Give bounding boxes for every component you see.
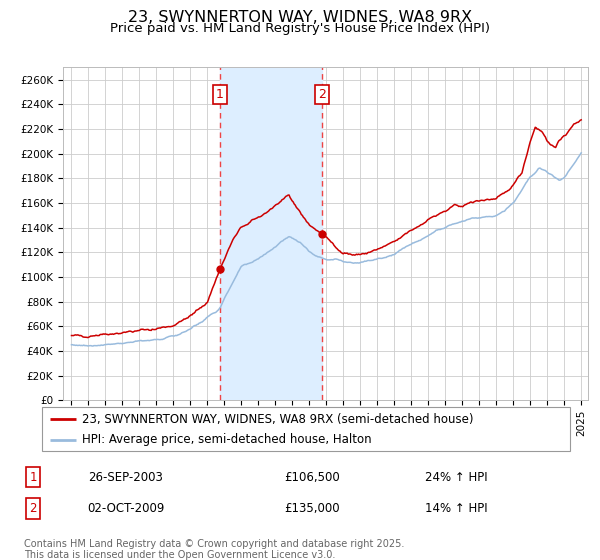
Text: Price paid vs. HM Land Registry's House Price Index (HPI): Price paid vs. HM Land Registry's House …	[110, 22, 490, 35]
Text: HPI: Average price, semi-detached house, Halton: HPI: Average price, semi-detached house,…	[82, 433, 371, 446]
Text: 23, SWYNNERTON WAY, WIDNES, WA8 9RX: 23, SWYNNERTON WAY, WIDNES, WA8 9RX	[128, 10, 472, 25]
Text: 2: 2	[29, 502, 37, 515]
Text: 2: 2	[318, 88, 326, 101]
Text: £135,000: £135,000	[284, 502, 340, 515]
Text: 1: 1	[29, 470, 37, 484]
Text: 24% ↑ HPI: 24% ↑ HPI	[425, 470, 487, 484]
Text: £106,500: £106,500	[284, 470, 340, 484]
Text: 14% ↑ HPI: 14% ↑ HPI	[425, 502, 487, 515]
Text: 23, SWYNNERTON WAY, WIDNES, WA8 9RX (semi-detached house): 23, SWYNNERTON WAY, WIDNES, WA8 9RX (sem…	[82, 413, 473, 426]
Text: Contains HM Land Registry data © Crown copyright and database right 2025.
This d: Contains HM Land Registry data © Crown c…	[24, 539, 404, 560]
Bar	[220, 67, 322, 400]
Text: 1: 1	[216, 88, 224, 101]
FancyBboxPatch shape	[42, 407, 570, 451]
Text: 26-SEP-2003: 26-SEP-2003	[89, 470, 163, 484]
Text: 02-OCT-2009: 02-OCT-2009	[88, 502, 164, 515]
